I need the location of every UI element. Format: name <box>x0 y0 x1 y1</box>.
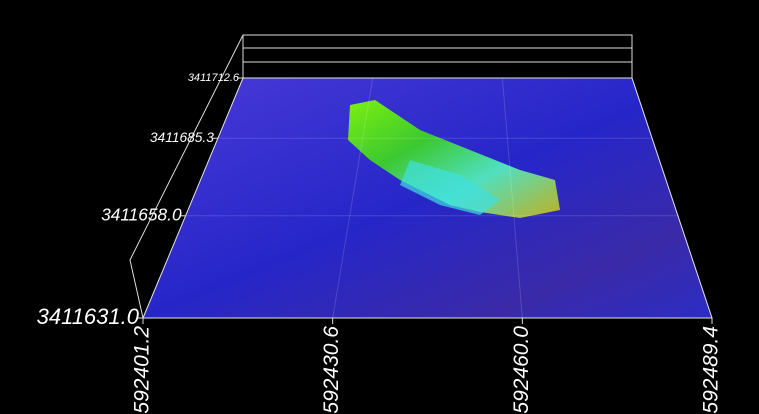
x-tick-label: 592489.4 <box>700 326 723 414</box>
y-tick-label: 3411631.0 <box>37 304 140 329</box>
x-tick-label: 592460.0 <box>510 326 533 414</box>
y-tick-label: 3411712.6 <box>188 72 240 84</box>
chart: 592401.2 592430.6 592460.0 592489.4 3411631.… <box>0 0 759 414</box>
x-tick-label: 592401.2 <box>131 326 154 414</box>
x-tick-label: 592430.6 <box>320 326 343 414</box>
box-edge <box>243 35 632 78</box>
y-tick-label: 3411658.0 <box>101 204 182 224</box>
y-tick-label: 3411685.3 <box>150 130 214 145</box>
